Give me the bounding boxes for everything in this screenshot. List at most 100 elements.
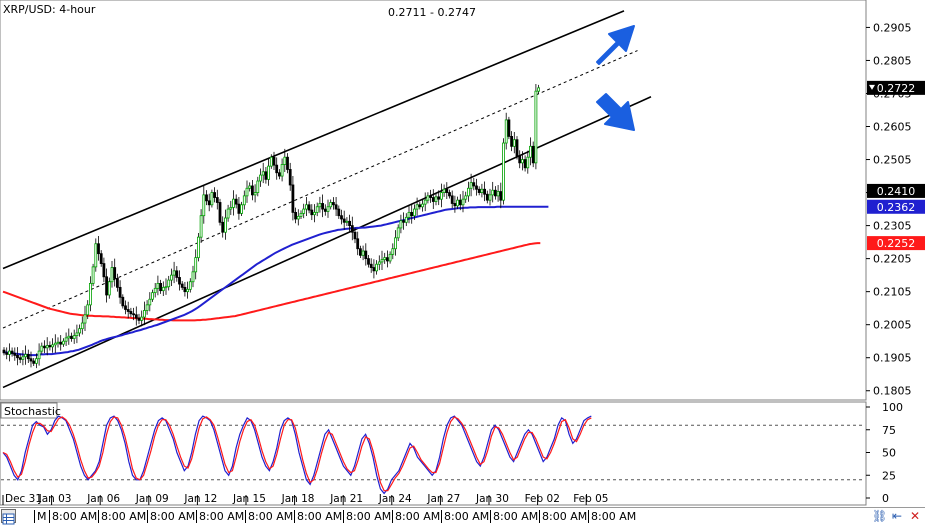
- candle: [264, 167, 268, 184]
- stochastic-tick-label: 0: [882, 492, 889, 505]
- date-tick-label: Jan 30: [475, 493, 509, 505]
- price-marker: 0.2722: [867, 80, 925, 95]
- candle: [83, 305, 87, 332]
- price-marker: 0.2362: [867, 199, 925, 214]
- candle: [272, 151, 276, 170]
- price-tick-label: 0.2505: [873, 154, 912, 167]
- candle: [402, 212, 406, 230]
- candle: [412, 204, 416, 220]
- date-tick-label: Jan 21: [329, 493, 363, 505]
- candle: [37, 343, 41, 366]
- time-axis-cell: 8:00 AM: [588, 510, 636, 523]
- arrow-left-icon[interactable]: ⇤: [892, 509, 903, 523]
- candle: [194, 249, 198, 280]
- candle: [259, 168, 262, 187]
- candle: [504, 112, 508, 150]
- candle: [323, 204, 327, 216]
- candle: [461, 190, 465, 213]
- candle: [394, 230, 397, 256]
- link-icon[interactable]: ⛓: [872, 509, 888, 523]
- close-icon[interactable]: ✕: [910, 509, 921, 523]
- candle: [2, 347, 6, 356]
- candle: [18, 353, 22, 364]
- candle: [124, 300, 127, 315]
- candle: [229, 200, 233, 215]
- time-axis-cell: 8:00 AM: [294, 510, 342, 523]
- candle: [331, 197, 335, 210]
- candle: [59, 335, 63, 351]
- candle: [369, 258, 373, 273]
- candle: [518, 150, 522, 169]
- candle: [388, 251, 392, 264]
- candle: [56, 337, 60, 348]
- candle: [248, 182, 252, 192]
- candle: [275, 157, 279, 180]
- candle: [80, 316, 84, 335]
- candle: [148, 292, 152, 312]
- candle: [291, 176, 295, 221]
- candle: [126, 301, 130, 319]
- candle: [502, 138, 505, 205]
- candle: [313, 204, 316, 223]
- date-tick-label: Jan 27: [426, 493, 460, 505]
- time-axis-cell: 8:00 AM: [441, 510, 489, 523]
- candle: [102, 257, 106, 283]
- candle: [321, 194, 325, 218]
- candle: [99, 250, 103, 267]
- candle: [326, 199, 330, 218]
- candle: [496, 185, 500, 202]
- price-tick-label: 0.2205: [873, 253, 912, 266]
- candle: [507, 116, 511, 140]
- candle: [286, 153, 289, 174]
- candle: [48, 341, 52, 351]
- candle: [172, 261, 176, 284]
- candle: [245, 180, 249, 203]
- candle: [64, 332, 68, 347]
- candle: [29, 351, 33, 368]
- candle: [315, 202, 319, 217]
- candle: [16, 347, 19, 366]
- candle: [129, 307, 133, 317]
- candle: [159, 279, 163, 294]
- candle: [202, 185, 206, 224]
- candle: [453, 195, 457, 213]
- candle: [35, 353, 38, 369]
- candle: [337, 205, 341, 219]
- candle: [442, 184, 446, 197]
- candle: [456, 196, 460, 209]
- date-tick-label: Jan 18: [281, 493, 315, 505]
- stochastic-tick-label: 50: [882, 447, 896, 460]
- candle: [213, 187, 217, 203]
- candle: [537, 84, 540, 94]
- candle: [26, 349, 30, 363]
- candle: [391, 243, 395, 260]
- date-tick-label: Jan 24: [378, 493, 412, 505]
- candle: [223, 209, 227, 240]
- grid-icon[interactable]: [1, 509, 16, 525]
- candle: [5, 347, 9, 360]
- candle: [261, 162, 265, 184]
- candle: [142, 301, 146, 326]
- candle: [464, 191, 468, 203]
- candle: [485, 190, 489, 204]
- candle: [105, 268, 108, 303]
- candle: [145, 300, 149, 315]
- candle: [121, 294, 125, 309]
- candle: [51, 338, 54, 353]
- date-tick-label: Feb 05: [573, 493, 608, 505]
- time-axis-cell: 8:00 AM: [49, 510, 97, 523]
- candle: [215, 189, 219, 210]
- triangle-down-icon: [869, 84, 875, 90]
- candle: [477, 186, 481, 196]
- date-tick-label: Jan 03: [38, 493, 72, 505]
- candle: [534, 84, 538, 170]
- stochastic-tick-label: 100: [882, 401, 903, 414]
- candle: [86, 300, 90, 320]
- channel-lower-line: [2, 96, 652, 389]
- candle: [415, 197, 419, 216]
- candle: [399, 214, 403, 234]
- candle: [340, 209, 343, 225]
- candle: [329, 199, 333, 210]
- candle: [153, 283, 157, 298]
- candle: [10, 347, 14, 357]
